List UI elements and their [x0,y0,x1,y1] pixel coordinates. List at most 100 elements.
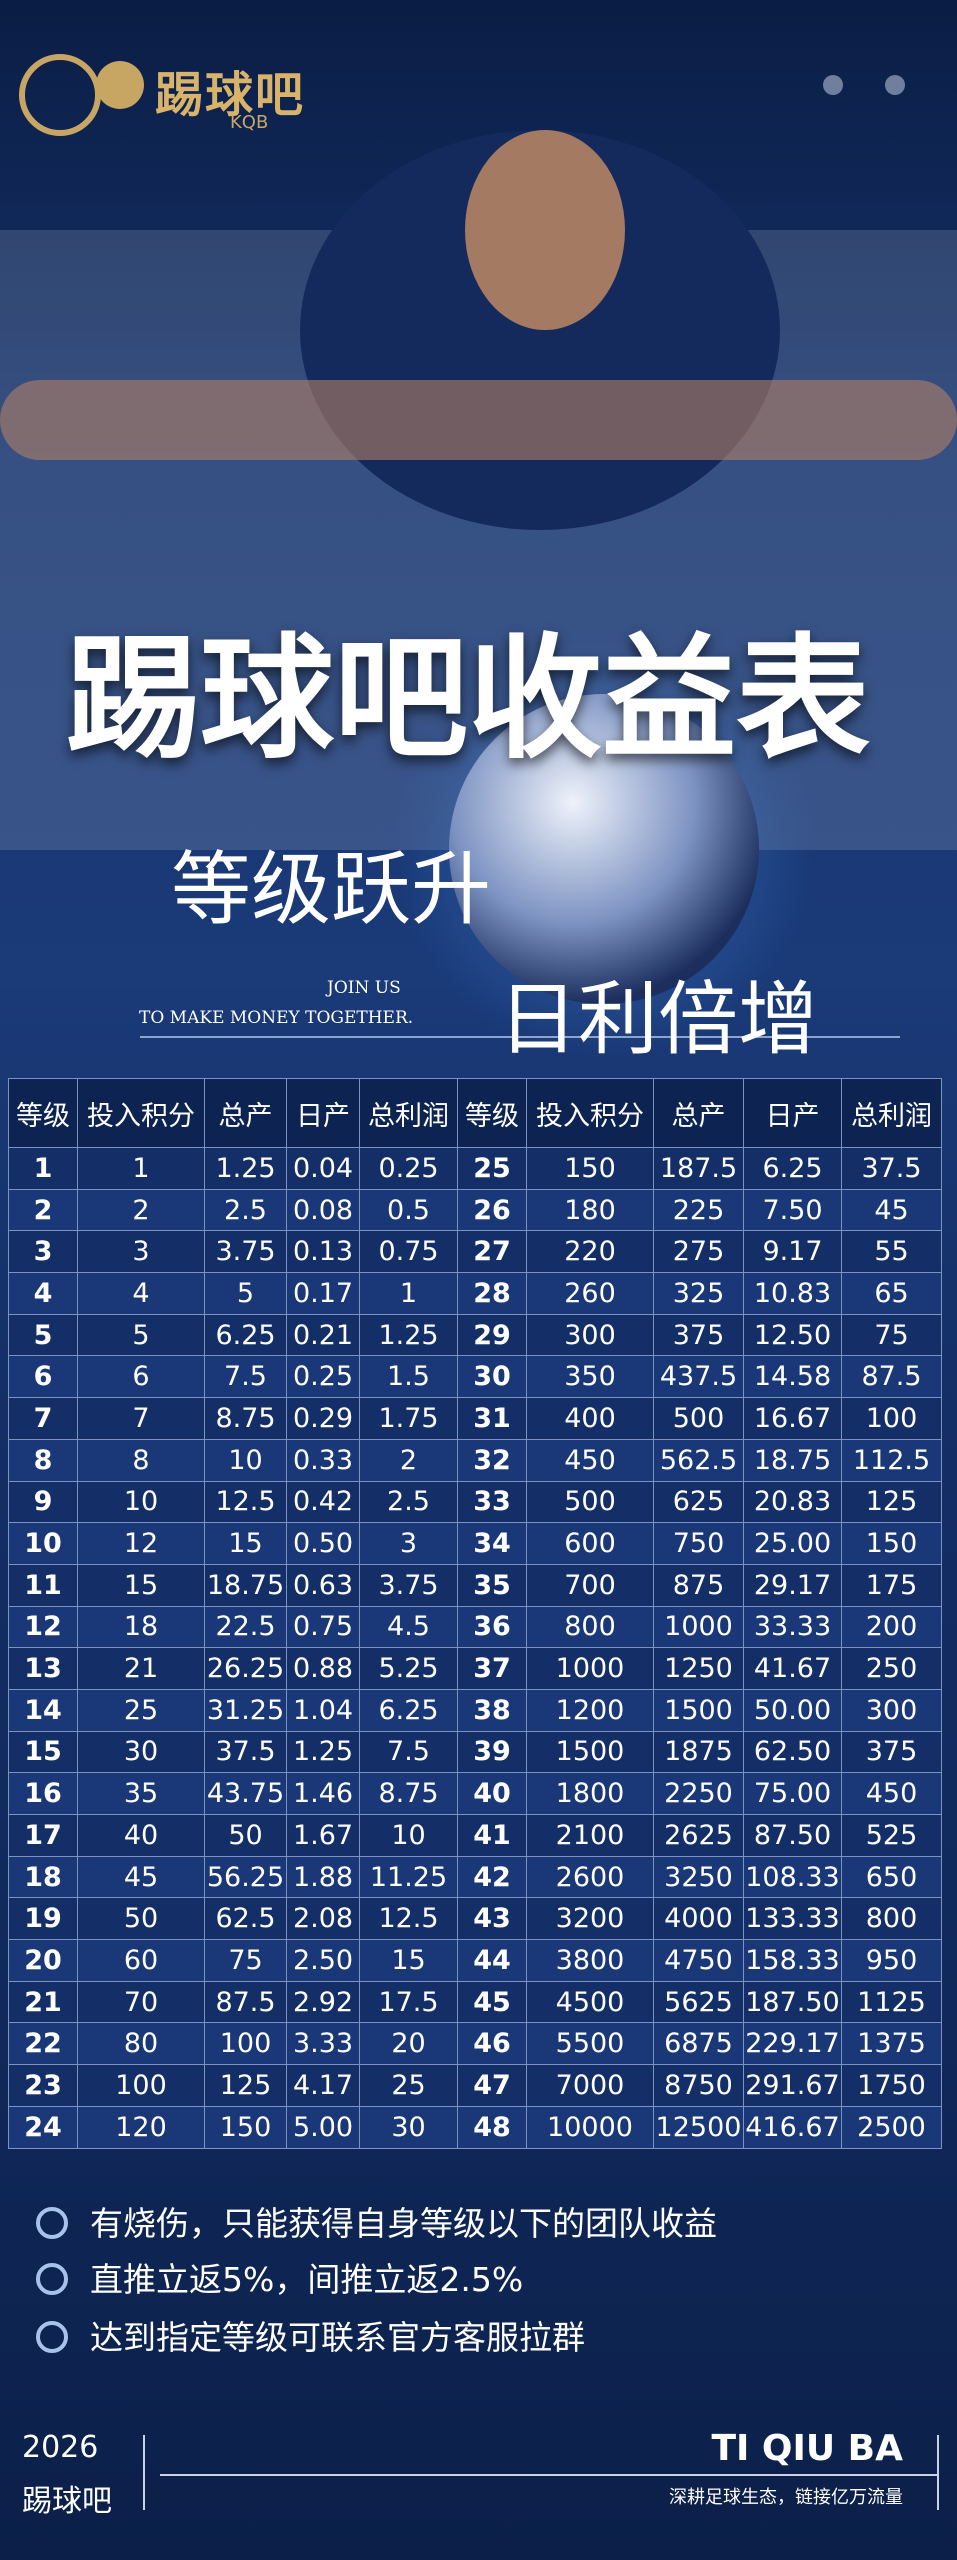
join-sub: TO MAKE MONEY TOGETHER. [139,1008,414,1028]
cell: 44 [457,1939,527,1982]
cell: 220 [526,1230,654,1274]
cell: 350 [526,1355,654,1399]
cell: 20 [8,1939,78,1982]
cell: 14.58 [743,1355,842,1399]
cell: 100 [204,2022,287,2066]
cell: 47 [457,2064,527,2107]
row: 2 2 2.5 0.08 0.5 26 180 225 7.50 45 [8,1188,942,1232]
cell: 18.75 [204,1563,287,1607]
cell: 30 [77,1730,205,1774]
cell: 31 [457,1397,527,1440]
note: 有烧伤，只能获得自身等级以下的团队收益 [90,2204,717,2243]
cell: 325 [653,1272,744,1315]
cell: 65 [841,1272,942,1315]
cell: 29 [457,1313,527,1357]
cell: 800 [526,1605,654,1649]
cell: 30 [359,2105,458,2149]
cell: 45 [77,1855,205,1899]
row: 9 10 12.5 0.42 2.5 33 500 625 20.83 125 [8,1480,942,1524]
cell: 11.25 [359,1855,458,1899]
note-icon [36,2263,68,2295]
row: 16 35 43.75 1.46 8.75 40 1800 2250 75.00 450 [8,1772,942,1815]
cell: 1.46 [286,1772,360,1815]
cell: 7.5 [359,1730,458,1774]
cell: 300 [841,1688,942,1732]
cell: 1000 [526,1647,654,1690]
cell: 1.88 [286,1855,360,1899]
note: 直推立返5%，间推立返2.5% [90,2260,524,2299]
cell: 12.5 [359,1897,458,1941]
cell: 0.13 [286,1230,360,1274]
cell: 24 [8,2105,78,2149]
cell: 150 [204,2105,287,2149]
cell: 180 [526,1188,654,1232]
cell: 7000 [526,2064,654,2107]
cell: 27 [457,1230,527,1274]
cell: 19 [8,1897,78,1941]
cell: 500 [653,1397,744,1440]
earnings-table: 等级 投入积分 总产 日产 总利润 等级 投入积分 总产 日产 总利润 1 1 1.25 0.04 0.2… [8,1078,942,2149]
cell: 12.50 [743,1313,842,1357]
cell: 56.25 [204,1855,287,1899]
cell: 2.5 [359,1480,458,1524]
cell: 42 [457,1855,527,1899]
cell: 39 [457,1730,527,1774]
row: 20 60 75 2.50 15 44 3800 4750 158.33 950 [8,1939,942,1982]
cell: 0.25 [359,1147,458,1190]
cell: 21 [77,1647,205,1690]
header-row: 等级 投入积分 总产 日产 总利润 等级 投入积分 总产 日产 总利润 [8,1078,942,1148]
cell: 1000 [653,1605,744,1649]
cell: 6.25 [359,1688,458,1732]
cell: 1 [359,1272,458,1315]
cell: 18 [8,1855,78,1899]
cell: 0.75 [286,1605,360,1649]
header-cell: 总产 [204,1078,287,1148]
cell: 16 [8,1772,78,1815]
cell: 133.33 [743,1897,842,1941]
cell: 10000 [526,2105,654,2149]
cell: 6.25 [204,1313,287,1357]
cell: 50 [77,1897,205,1941]
cell: 20 [359,2022,458,2066]
cell: 10.83 [743,1272,842,1315]
cell: 45 [841,1188,942,1232]
cell: 33.33 [743,1605,842,1649]
cell: 600 [526,1522,654,1565]
cell: 3 [77,1230,205,1274]
cell: 0.42 [286,1480,360,1524]
cell: 50 [204,1814,287,1857]
cell: 6 [8,1355,78,1399]
cell: 25 [77,1688,205,1732]
cell: 2250 [653,1772,744,1815]
header-cell: 投入积分 [77,1078,205,1148]
cell: 29.17 [743,1563,842,1607]
footer-lines [143,2435,939,2510]
cell: 6875 [653,2022,744,2066]
cell: 120 [77,2105,205,2149]
cell: 60 [77,1939,205,1982]
cell: 8 [77,1438,205,1482]
cell: 5500 [526,2022,654,2066]
cell: 375 [653,1313,744,1357]
cell: 15 [77,1563,205,1607]
cell: 2 [77,1188,205,1232]
cell: 1.5 [359,1355,458,1399]
cell: 1250 [653,1647,744,1690]
cell: 1500 [526,1730,654,1774]
cell: 200 [841,1605,942,1649]
cell: 3.75 [359,1563,458,1607]
cell: 437.5 [653,1355,744,1399]
note-icon [36,2321,68,2353]
cell: 35 [77,1772,205,1815]
cell: 62.5 [204,1897,287,1941]
cell: 2 [359,1438,458,1482]
cell: 62.50 [743,1730,842,1774]
cell: 15 [359,1939,458,1982]
cell: 35 [457,1563,527,1607]
cell: 43 [457,1897,527,1941]
cell: 70 [77,1980,205,2024]
cell: 0.5 [359,1188,458,1232]
cell: 275 [653,1230,744,1274]
cell: 175 [841,1563,942,1607]
